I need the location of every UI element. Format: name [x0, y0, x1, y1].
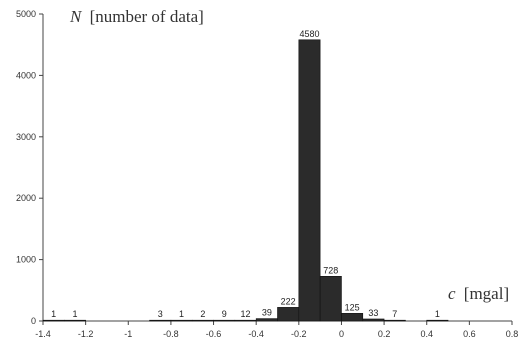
bar-value-label: 33: [368, 308, 378, 318]
histogram-bar: [426, 319, 449, 322]
bar-value-label: 3: [158, 309, 163, 319]
y-axis-symbol: N: [69, 7, 83, 26]
y-tick-label: 1000: [16, 255, 36, 265]
histogram-bar: [298, 39, 321, 322]
histogram-bar: [170, 319, 193, 322]
bar-value-label: 1: [72, 309, 77, 319]
bar-value-label: 1: [435, 309, 440, 319]
x-tick-label: 0.4: [420, 329, 433, 339]
y-tick-label: 3000: [16, 132, 36, 142]
bar-value-label: 2: [200, 309, 205, 319]
bar-value-label: 4580: [299, 29, 319, 39]
x-ticks: -1.4 -1.2 -1 -0.8 -0.6 -0.4 -0.2 0 0.2 0.4 0.6 0.8: [35, 321, 518, 339]
y-axis-title: N [number of data]: [69, 7, 204, 26]
x-tick-label: 0.2: [378, 329, 391, 339]
histogram-bar: [277, 307, 300, 322]
x-tick-label: -0.4: [248, 329, 264, 339]
y-axis-label-text: [number of data]: [90, 7, 204, 26]
x-tick-label: -0.6: [206, 329, 222, 339]
x-tick-label: -0.8: [163, 329, 179, 339]
x-tick-label: -1.2: [78, 329, 94, 339]
y-tick-label: 2000: [16, 193, 36, 203]
x-tick-label: -0.2: [291, 329, 307, 339]
x-tick-label: -1.4: [35, 329, 51, 339]
bar-value-label: 39: [262, 308, 272, 318]
y-tick-label: 0: [31, 316, 36, 326]
y-tick-label: 5000: [16, 9, 36, 19]
bar-value-label: 1: [51, 309, 56, 319]
x-axis-title: c [mgal]: [448, 284, 509, 303]
histogram-bar: [362, 318, 385, 322]
y-axis: 0 1000 2000 3000 4000 5000: [16, 9, 44, 326]
histogram-bar: [42, 319, 65, 322]
histogram-bar: [149, 319, 172, 322]
histogram-bar: [255, 318, 278, 322]
histogram-bar: [383, 319, 406, 322]
x-tick-label: 0.6: [463, 329, 476, 339]
bar-value-label: 7: [392, 309, 397, 319]
bar-value-label: 728: [323, 265, 338, 275]
bar-value-label: 12: [241, 309, 251, 319]
histogram-bar: [191, 319, 214, 322]
y-tick-label: 4000: [16, 70, 36, 80]
histogram-bar: [64, 319, 86, 322]
bar-value-label: 125: [345, 302, 360, 312]
histogram-bar: [234, 319, 257, 322]
x-tick-label: 0.8: [506, 329, 519, 339]
bar-value-label: 222: [281, 296, 296, 306]
x-tick-label: 0: [339, 329, 344, 339]
histogram-bar: [341, 313, 364, 322]
bar-value-label: 9: [222, 309, 227, 319]
bar-value-label: 1: [179, 309, 184, 319]
y-ticks: 0 1000 2000 3000 4000 5000: [16, 9, 43, 326]
bars: [42, 39, 449, 322]
histogram-bar: [319, 276, 342, 322]
x-tick-label: -1: [124, 329, 132, 339]
x-axis: -1.4 -1.2 -1 -0.8 -0.6 -0.4 -0.2 0 0.2 0.4 0.6 0.8: [35, 320, 518, 339]
histogram-bar: [213, 319, 236, 322]
x-axis-label-text: [mgal]: [464, 284, 509, 303]
x-axis-symbol: c: [448, 284, 456, 303]
